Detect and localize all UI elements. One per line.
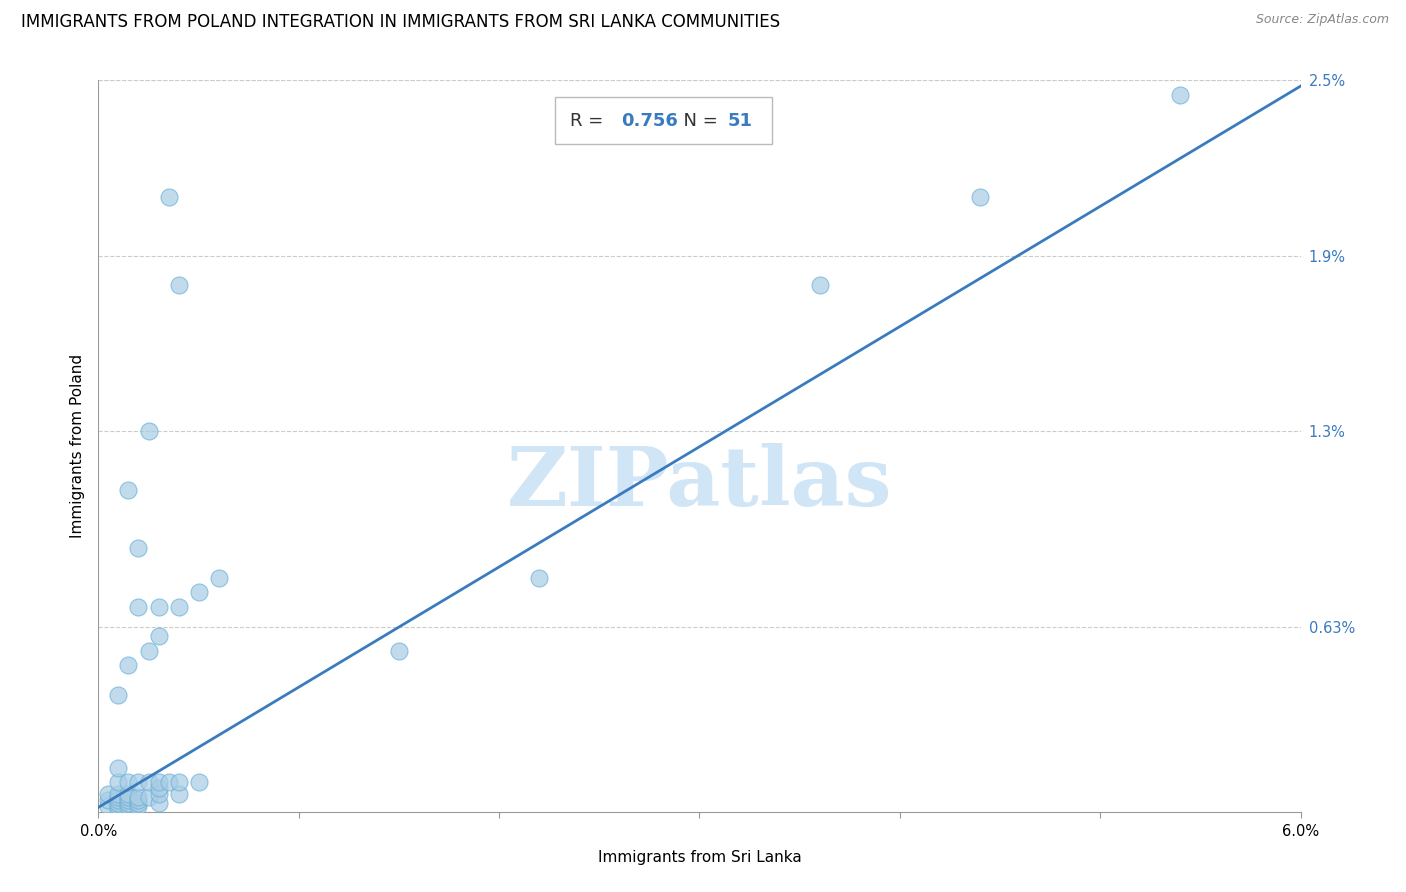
X-axis label: Immigrants from Sri Lanka: Immigrants from Sri Lanka [598,850,801,865]
Point [97,793,120,807]
Point [107,802,129,816]
Point [117,790,139,805]
Point [969,190,991,204]
Point [138,775,160,789]
Text: 0.756: 0.756 [621,112,678,129]
Point [148,781,170,796]
Point [148,629,170,643]
Point [107,775,129,789]
Point [138,644,160,658]
Point [117,796,139,810]
Point [148,775,170,789]
Point [128,798,150,813]
Point [117,787,139,801]
Point [107,688,129,702]
Text: N =: N = [672,112,723,129]
Point [808,278,831,293]
Point [128,541,150,556]
Point [148,599,170,614]
Point [167,775,190,789]
Point [157,190,180,204]
Point [1170,87,1192,102]
Point [187,585,209,599]
Text: 51: 51 [727,112,752,129]
Point [167,278,190,293]
Point [529,571,551,585]
Text: IMMIGRANTS FROM POLAND INTEGRATION IN IMMIGRANTS FROM SRI LANKA COMMUNITIES: IMMIGRANTS FROM POLAND INTEGRATION IN IM… [21,13,780,31]
Point [97,798,120,813]
Point [138,425,160,439]
Point [167,787,190,801]
Point [187,775,209,789]
Point [107,761,129,775]
Point [107,796,129,810]
Point [148,796,170,810]
Point [167,599,190,614]
Point [117,775,139,789]
Text: ZIPatlas: ZIPatlas [506,442,893,523]
Text: Source: ZipAtlas.com: Source: ZipAtlas.com [1256,13,1389,27]
Point [117,793,139,807]
Point [128,790,150,805]
Point [107,790,129,805]
Point [128,796,150,810]
Point [117,798,139,813]
Point [117,483,139,497]
Point [388,644,411,658]
Point [107,787,129,801]
Point [157,775,180,789]
FancyBboxPatch shape [555,96,772,145]
Point [117,658,139,673]
Y-axis label: Immigrants from Poland: Immigrants from Poland [69,354,84,538]
Point [107,798,129,813]
Point [138,790,160,805]
Point [128,793,150,807]
Point [208,571,231,585]
Text: R =: R = [569,112,609,129]
Point [97,787,120,801]
Point [128,775,150,789]
Point [128,599,150,614]
Point [148,787,170,801]
Point [107,793,129,807]
